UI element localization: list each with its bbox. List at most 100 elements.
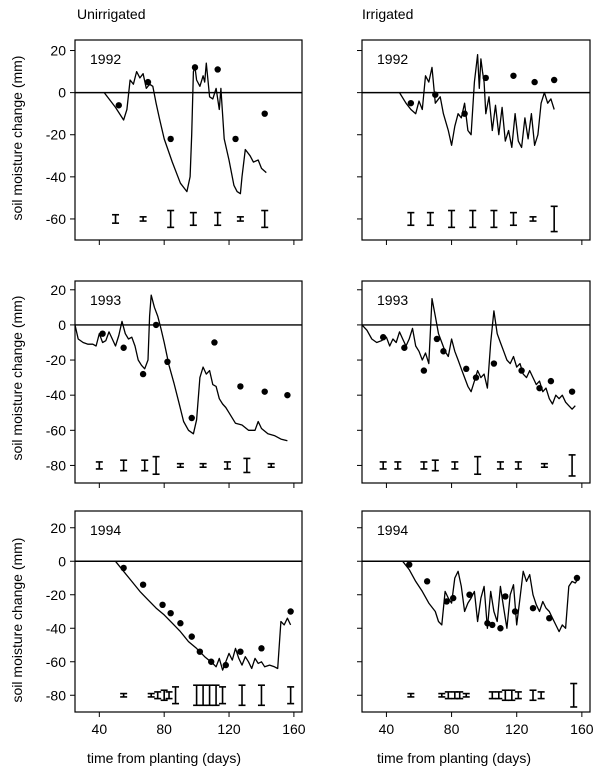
plot-frame [74,39,303,241]
y-tick-label: 20 [50,282,66,298]
error-bar [147,692,155,698]
error-bar [514,461,522,470]
observed-point [222,661,229,669]
plot-frame [361,280,591,484]
panel-year-label: 1993 [90,292,121,308]
panel-irrigated-1992: 1992 [357,39,591,245]
y-tick-label: -40 [46,387,66,403]
error-bar [529,216,537,222]
observed-point [177,620,184,627]
observed-point [550,76,558,84]
column-title-unirrigated: Unirrigated [77,6,146,22]
observed-point [529,604,537,612]
observed-point [144,78,152,86]
error-bar [193,684,201,707]
error-bar [199,462,207,468]
error-bar [570,682,578,708]
observed-point [152,321,160,329]
error-bar [223,461,231,470]
observed-point [237,383,244,390]
error-bar [160,689,168,702]
xlabel-left: time from planting (days) [87,750,242,766]
error-bar [550,205,558,233]
y-tick-label: 20 [50,43,66,59]
modelled-series-line [402,560,580,633]
ylabel-row-1992: soil moisture change (mm) [9,55,25,221]
error-bar [167,209,175,229]
error-bar [236,216,244,222]
x-tick-label: 120 [505,721,529,737]
observed-point [188,414,195,422]
modelled-series-line [74,294,288,442]
error-bar [451,461,459,470]
y-tick-label: 20 [50,520,66,536]
observed-point [379,334,387,341]
panel-irrigated-1993: 1993 [357,280,591,488]
observed-point [423,578,431,585]
observed-point [482,74,489,82]
error-bar [529,689,537,702]
panel-unirrigated-1992: 20 0 -20 -40 -60 1992 [46,39,303,245]
observed-point [547,377,555,385]
error-bar [568,454,576,477]
error-bar [261,209,269,229]
observed-point [536,384,543,392]
observed-point [466,591,473,598]
observed-point [450,594,457,602]
observed-point [261,388,268,395]
error-bar [407,692,415,698]
observed-point [489,621,496,629]
error-bar [257,684,265,707]
observed-point [167,135,174,143]
error-bar [469,209,477,229]
x-tick-label: 80 [444,721,460,737]
observed-point [139,370,147,378]
error-bar [394,461,402,470]
panel-year-label: 1992 [90,51,121,67]
y-tick-label: -20 [46,352,66,368]
error-bar [152,455,160,476]
error-bar [448,209,456,229]
error-bar [379,461,387,470]
error-bar [420,461,428,470]
error-bar [287,686,295,705]
observed-point [497,625,504,632]
y-tick-label: -60 [46,211,66,227]
ylabel-row-1993: soil moisture change (mm) [9,295,25,461]
error-bar [141,459,149,472]
y-tick-label: -40 [46,169,66,185]
error-bar [537,691,545,700]
observed-point [99,330,106,337]
error-bar [462,692,470,698]
observed-point [568,388,576,395]
error-bar [501,689,509,702]
y-tick-label: -20 [46,587,66,603]
observed-point [443,598,450,605]
panel-year-label: 1993 [377,292,408,308]
error-bar [120,692,128,698]
observed-point [407,99,415,107]
observed-point [232,135,239,143]
plot-frame [74,510,303,713]
x-tick-label: 160 [570,721,594,737]
error-bar [451,691,459,700]
x-tick-label: 40 [92,721,108,737]
y-tick-label: -80 [46,457,66,473]
modelled-series-line [114,560,292,671]
error-bar [238,684,246,707]
error-bar [407,211,415,227]
observed-point [432,91,439,98]
error-bar [509,211,517,227]
xlabel-right: time from planting (days) [377,750,532,766]
error-bar [438,692,446,698]
observed-point [510,72,517,79]
observed-point [261,110,268,117]
y-tick-label: -20 [46,127,66,143]
observed-point [188,633,195,640]
observed-point [139,581,147,588]
error-bar [495,691,503,700]
observed-point [237,648,244,655]
observed-point [120,344,127,351]
error-bar [508,689,516,702]
error-bar [165,691,173,700]
